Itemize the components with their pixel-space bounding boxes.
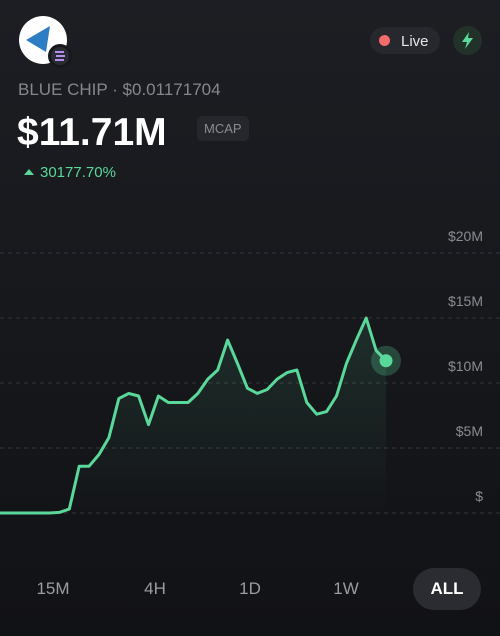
- y-tick-label: $20M: [448, 228, 483, 244]
- lightning-button[interactable]: [453, 26, 482, 55]
- live-label: Live: [401, 33, 429, 50]
- mcap-badge: MCAP: [197, 116, 249, 141]
- y-tick-label: $15M: [448, 293, 483, 309]
- price-line: [0, 316, 388, 515]
- timeframe-button[interactable]: 1W: [333, 579, 359, 598]
- token-line: BLUE CHIP · $0.01171704: [18, 80, 221, 99]
- timeframe-button[interactable]: 1D: [239, 579, 261, 598]
- timeframe-button[interactable]: ALL: [413, 568, 481, 610]
- live-pill[interactable]: Live: [370, 27, 440, 54]
- y-tick-label: $: [475, 488, 483, 504]
- area: [0, 318, 386, 513]
- chart: $ $5M $10M $15M $20M: [0, 228, 500, 515]
- up-arrow: [24, 169, 34, 175]
- token-logo: [19, 16, 72, 68]
- timeframe-button[interactable]: 4H: [144, 579, 166, 598]
- y-tick-label: $5M: [456, 423, 483, 439]
- y-tick-label: $10M: [448, 358, 483, 374]
- timeframes: 15M 4H 1D 1W ALL: [0, 568, 500, 612]
- live-dot: [379, 35, 390, 46]
- change: 30177.70%: [40, 164, 116, 181]
- current-point: [379, 354, 393, 368]
- market-cap: $11.71M: [17, 111, 167, 154]
- timeframe-button[interactable]: 15M: [36, 579, 70, 598]
